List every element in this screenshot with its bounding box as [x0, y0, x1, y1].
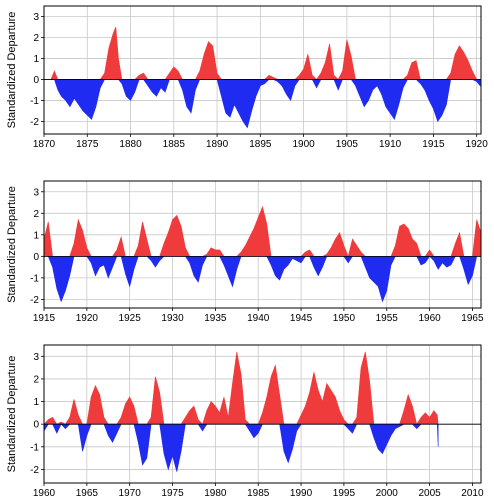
panel-3-xtick-label-3: 1975	[161, 488, 184, 499]
panel-3-xtick-label-10: 2010	[461, 488, 484, 499]
panel-2-xtick-label-3: 1930	[161, 313, 184, 324]
panel-2-ytick-label-1: -1	[30, 273, 39, 284]
panel-3-negative-area	[43, 423, 439, 472]
panel-3-x-ticks: 1960 1965 1970 1975 1980 1985 1990 1995 2000 2005…	[33, 483, 484, 499]
panel-1-x-ticks: 1870 1875 1880 1885 1890 1895 1900 1905 1910 1915…	[33, 134, 488, 150]
panel-2-xtick-label-9: 1960	[418, 313, 441, 324]
panel-2-xtick-label-8: 1955	[376, 313, 399, 324]
panel-1-positive-area	[50, 26, 481, 80]
panel-2: 1915 1920 1925 1930 1935 1940 1945 1950 1955 1960…	[6, 180, 484, 324]
panel-1-ytick-label-0: -2	[30, 117, 39, 128]
panel-1-ytick-label-3: 1	[33, 54, 39, 65]
panel-3-positive-area	[43, 351, 439, 425]
panel-2-ytick-label-3: 1	[33, 230, 39, 241]
panel-3-ytick-label-5: 3	[33, 352, 39, 363]
panel-1-ytick-label-2: 0	[33, 75, 39, 86]
panel-1-xtick-label-0: 1870	[33, 139, 56, 150]
panel-3: 1960 1965 1970 1975 1980 1985 1990 1995 2000 2005…	[6, 344, 484, 499]
panel-3-ytick-label-3: 1	[33, 397, 39, 408]
panel-3-series	[43, 351, 439, 472]
panel-1-xtick-label-2: 1880	[119, 139, 142, 150]
panel-1-xtick-label-8: 1910	[379, 139, 402, 150]
panel-1-ytick-label-4: 2	[33, 33, 39, 44]
panel-1-xtick-label-4: 1890	[206, 139, 229, 150]
panel-1-negative-area	[50, 79, 481, 129]
panel-1-xtick-label-9: 1915	[422, 139, 445, 150]
panel-3-frame	[43, 344, 482, 484]
panel-1-xtick-label-6: 1900	[292, 139, 315, 150]
panel-1-ytick-label-1: -1	[30, 96, 39, 107]
panel-3-ytick-label-0: -2	[30, 465, 39, 476]
panel-2-xtick-label-2: 1925	[119, 313, 142, 324]
panel-2-xtick-label-6: 1945	[290, 313, 313, 324]
panel-1: 1870 1875 1880 1885 1890 1895 1900 1905 1910 1915…	[6, 5, 488, 150]
panel-3-ytick-label-1: -1	[30, 442, 39, 453]
panel-1-xtick-label-7: 1905	[336, 139, 359, 150]
panel-3-xtick-label-7: 1995	[333, 488, 356, 499]
panel-1-ytick-label-5: 3	[33, 12, 39, 23]
panel-1-xtick-label-10: 1920	[466, 139, 489, 150]
panel-3-xtick-label-4: 1980	[204, 488, 227, 499]
panel-2-x-ticks: 1915 1920 1925 1930 1935 1940 1945 1950 1955 1960…	[33, 308, 484, 324]
panel-2-ytick-label-0: -2	[30, 295, 39, 306]
panel-3-y-ticks: -2 -1 0 1 2 3	[30, 352, 44, 476]
panel-1-xtick-label-3: 1885	[163, 139, 186, 150]
panel-2-frame	[43, 180, 482, 309]
panel-1-xtick-label-1: 1875	[76, 139, 99, 150]
panel-3-xtick-label-2: 1970	[119, 488, 142, 499]
panel-2-positive-area	[43, 205, 482, 258]
panel-2-negative-area	[43, 255, 482, 303]
panel-2-xtick-label-0: 1915	[33, 313, 56, 324]
panel-2-xtick-label-10: 1965	[461, 313, 484, 324]
panel-3-xtick-label-0: 1960	[33, 488, 56, 499]
panel-3-xtick-label-1: 1965	[76, 488, 99, 499]
panel-3-ytick-label-2: 0	[33, 420, 39, 431]
panel-2-y-axis-label: Standardized Departure	[6, 186, 18, 303]
panel-2-xtick-label-5: 1940	[247, 313, 270, 324]
panel-3-ytick-label-4: 2	[33, 374, 39, 385]
panel-3-y-axis-label: Standardized Departure	[6, 356, 18, 473]
panel-2-xtick-label-1: 1920	[76, 313, 99, 324]
panel-2-ytick-label-5: 3	[33, 187, 39, 198]
panel-2-xtick-label-4: 1935	[204, 313, 227, 324]
panel-2-xtick-label-7: 1950	[333, 313, 356, 324]
panel-1-series	[50, 26, 481, 129]
panel-2-ytick-label-2: 0	[33, 252, 39, 263]
panel-3-xtick-label-8: 2000	[376, 488, 399, 499]
panel-1-frame	[43, 5, 482, 135]
panel-1-y-axis-label: Standardized Departure	[6, 12, 18, 129]
panel-3-xtick-label-9: 2005	[418, 488, 441, 499]
panel-2-series	[43, 205, 482, 303]
panel-2-ytick-label-4: 2	[33, 209, 39, 220]
panel-3-xtick-label-5: 1985	[247, 488, 270, 499]
panel-1-y-ticks: -2 -1 0 1 2 3	[30, 12, 44, 128]
panel-3-xtick-label-6: 1990	[290, 488, 313, 499]
panel-1-xtick-label-5: 1895	[249, 139, 272, 150]
panel-2-y-ticks: -2 -1 0 1 2 3	[30, 187, 44, 306]
